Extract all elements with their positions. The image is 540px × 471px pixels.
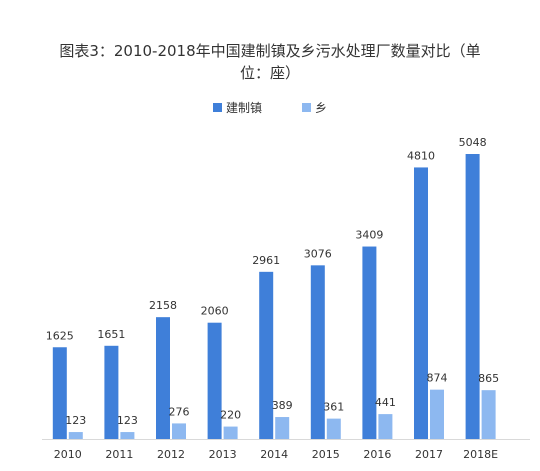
data-label-township-2018E: 865 [478, 372, 499, 385]
chart-title-line-2: 位：座） [239, 64, 300, 82]
data-label-town-2015: 3076 [304, 247, 332, 260]
data-label-town-2014: 2961 [252, 254, 280, 267]
x-tick-label-2010: 2010 [54, 448, 82, 461]
bar-township-2010 [68, 432, 83, 439]
x-tick-label-2015: 2015 [312, 448, 340, 461]
data-label-township-2011: 123 [117, 414, 138, 427]
bar-township-2015 [326, 418, 341, 439]
bar-township-2011 [120, 432, 135, 439]
bar-town-2011 [104, 345, 119, 439]
legend-label-townships: 乡 [315, 101, 328, 115]
legend-item-townships: 乡 [302, 99, 327, 116]
bar-town-2015 [310, 265, 325, 439]
data-label-town-2011: 1651 [97, 328, 125, 341]
legend-label-towns: 建制镇 [225, 101, 262, 115]
legend-swatch-townships [302, 103, 311, 112]
bar-township-2012 [172, 423, 186, 439]
x-tick-label-2012: 2012 [157, 448, 185, 461]
legend-swatch-towns [212, 103, 222, 112]
bar-town-2014 [259, 271, 274, 439]
bar-township-2016 [378, 414, 393, 439]
x-tick-label-2013: 2013 [209, 448, 237, 461]
legend-item-towns: 建制镇 [212, 99, 262, 116]
legend: 建制镇 乡 [0, 99, 540, 116]
bar-township-2017 [430, 389, 444, 439]
bar-township-2014 [275, 417, 290, 439]
bar-township-2018E [481, 390, 496, 439]
bar-township-2013 [223, 426, 238, 439]
bar-town-2018E [465, 154, 480, 439]
data-label-town-2012: 2158 [149, 299, 177, 312]
data-label-township-2014: 389 [272, 399, 293, 412]
data-label-township-2013: 220 [220, 409, 241, 422]
data-label-township-2016: 441 [375, 396, 396, 409]
data-label-town-2010: 1625 [46, 329, 74, 342]
data-label-township-2015: 361 [323, 401, 344, 414]
bar-town-2010 [52, 347, 67, 439]
x-tick-label-2017: 2017 [415, 448, 443, 461]
bar-town-2016 [362, 246, 377, 439]
data-label-town-2017: 4810 [407, 149, 435, 162]
data-label-town-2018E: 5048 [459, 136, 487, 149]
x-tick-label-2016: 2016 [363, 448, 391, 461]
chart-title: 图表3：2010-2018年中国建制镇及乡污水处理厂数量对比（单 位：座） [0, 40, 540, 84]
x-tick-label-2018E: 2018E [463, 448, 498, 461]
data-label-town-2013: 2060 [201, 305, 229, 318]
x-tick-label-2011: 2011 [105, 448, 133, 461]
bar-town-2013 [207, 322, 222, 439]
x-tick-label-2014: 2014 [260, 448, 288, 461]
data-label-town-2016: 3409 [355, 229, 383, 242]
data-label-township-2012: 276 [169, 405, 190, 418]
bar-town-2012 [156, 317, 170, 439]
data-label-township-2010: 123 [65, 414, 86, 427]
chart-title-line-1: 图表3：2010-2018年中国建制镇及乡污水处理厂数量对比（单 [59, 42, 481, 60]
data-label-township-2017: 874 [427, 372, 448, 385]
bar-town-2017 [414, 167, 428, 439]
